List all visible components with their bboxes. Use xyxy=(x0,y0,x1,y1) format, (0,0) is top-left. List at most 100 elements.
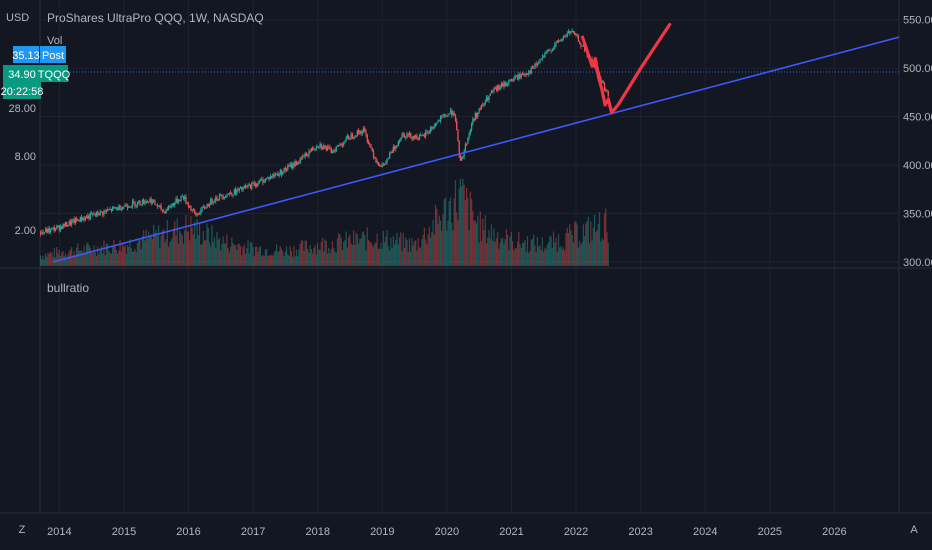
volume-bar xyxy=(93,245,95,266)
volume-bar xyxy=(393,244,396,266)
volume-bar xyxy=(536,236,539,266)
volume-bar xyxy=(227,248,229,266)
volume-bar xyxy=(184,230,186,266)
volume-bar xyxy=(499,242,501,266)
candle-body xyxy=(490,90,493,94)
candle-body xyxy=(593,65,596,67)
candle-body xyxy=(458,140,460,156)
volume-bar xyxy=(381,249,383,266)
candle-body xyxy=(423,134,426,137)
candle-body xyxy=(187,202,190,207)
volume-bar xyxy=(117,253,119,266)
volume-bar xyxy=(576,224,578,266)
ticker-badge xyxy=(40,65,68,82)
projection-drawing[interactable] xyxy=(580,22,672,115)
candle-body xyxy=(257,183,259,186)
time-axis[interactable]: 2014 2015 2016 2017 2018 2019 2020 2021 2022 2023… xyxy=(47,526,847,538)
volume-bar xyxy=(592,227,594,266)
candle-body xyxy=(172,203,175,206)
volume-bar xyxy=(446,230,448,266)
volume-bar xyxy=(540,249,542,266)
volume-bar xyxy=(274,250,276,266)
candle-body xyxy=(482,104,484,106)
ticker-label: TQQQ xyxy=(38,69,71,81)
candle-body xyxy=(603,83,606,91)
candle-body xyxy=(151,201,154,204)
candle-body xyxy=(62,223,64,229)
candle-body xyxy=(367,141,370,145)
time-tick-label: 2015 xyxy=(112,526,136,538)
volume-bar xyxy=(40,255,42,266)
volume-bar xyxy=(312,253,314,266)
volume-bar xyxy=(508,250,510,266)
volume-bar xyxy=(596,230,598,266)
candle-body xyxy=(191,209,193,211)
candle-body xyxy=(328,147,330,148)
indicator-name[interactable]: bullratio xyxy=(47,281,89,295)
log-scale-toggle[interactable]: Z xyxy=(19,524,26,536)
candle-body xyxy=(169,206,171,208)
candle-body xyxy=(582,45,585,47)
time-tick-label: 2022 xyxy=(564,526,588,538)
volume-bar xyxy=(202,231,204,266)
candle-body xyxy=(351,133,354,138)
candle-body xyxy=(64,222,67,227)
volume-bar xyxy=(149,237,151,266)
volume-bar xyxy=(390,237,392,266)
candle-body xyxy=(310,148,313,152)
candle-body xyxy=(530,67,532,74)
volume-bar xyxy=(181,234,183,266)
volume-bar xyxy=(469,191,471,266)
candle-body xyxy=(316,146,319,148)
volume-bar xyxy=(135,252,137,266)
volume-bar xyxy=(124,245,126,266)
candle-body xyxy=(251,183,253,189)
volume-bar xyxy=(164,242,166,266)
candle-body xyxy=(406,133,408,138)
candle-body xyxy=(299,157,301,163)
candle-body xyxy=(107,209,109,211)
trendline[interactable] xyxy=(52,36,900,263)
candle-body xyxy=(387,158,390,160)
candle-body xyxy=(293,163,295,167)
volume-bar xyxy=(151,238,153,266)
candle-body xyxy=(128,206,130,208)
volume-bar xyxy=(236,249,238,266)
volume-bar xyxy=(574,221,576,266)
volume-bar xyxy=(391,247,393,266)
volume-bar xyxy=(462,178,464,266)
left-price-axis[interactable]: 28.00 8.00 2.00 xyxy=(8,103,36,237)
volume-bar xyxy=(299,243,301,266)
volume-bar xyxy=(593,214,596,266)
candle-body xyxy=(88,215,90,219)
volume-bar xyxy=(162,229,165,266)
candle-body xyxy=(125,205,128,207)
volume-bar xyxy=(263,255,265,266)
candle-body xyxy=(457,130,459,141)
candle-body xyxy=(244,186,247,187)
candle-body xyxy=(430,127,432,132)
volume-label[interactable]: Vol xyxy=(47,35,62,47)
volume-bar xyxy=(48,253,50,266)
volume-bar xyxy=(113,240,115,266)
chart-title[interactable]: ProShares UltraPro QQQ, 1W, NASDAQ xyxy=(47,11,264,25)
candle-body xyxy=(536,63,539,65)
candle-body xyxy=(206,204,208,209)
candle-body xyxy=(197,214,200,215)
candle-body xyxy=(579,41,581,45)
volume-bar xyxy=(46,256,48,266)
volume-bar xyxy=(119,240,121,266)
candle-body xyxy=(473,118,475,121)
volume-bar xyxy=(118,250,120,266)
right-price-axis[interactable]: 550.00 500.00 450.00 400.00 350.00 300.00 xyxy=(903,15,932,269)
volume-bar xyxy=(582,224,584,266)
candle-body xyxy=(236,189,238,195)
volume-bar xyxy=(104,255,106,266)
volume-bar xyxy=(555,237,557,266)
candle-body xyxy=(309,151,311,153)
candle-body xyxy=(288,165,290,167)
auto-scale-toggle[interactable]: A xyxy=(910,524,918,536)
candle-body xyxy=(352,137,355,139)
countdown-value: 20:22:58 xyxy=(1,86,44,98)
